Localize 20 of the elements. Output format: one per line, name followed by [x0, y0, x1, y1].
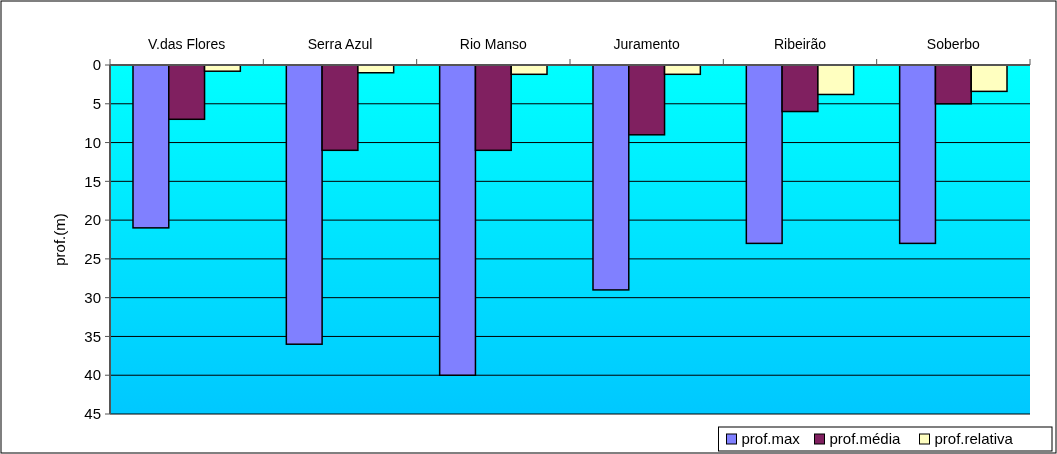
x-tick-label: V.das Flores [148, 36, 226, 52]
y-tick-label: 35 [84, 327, 101, 345]
y-axis-title: prof.(m) [51, 213, 68, 266]
y-tick-label: 5 [92, 95, 101, 113]
x-tick-label: Soberbo [926, 36, 981, 52]
legend-label: prof.relativa [934, 430, 1014, 448]
x-tick-label: Serra Azul [307, 36, 373, 52]
y-tick-label: 30 [84, 288, 101, 306]
y-tick-label: 45 [84, 405, 101, 423]
legend-label: prof.max [741, 430, 801, 448]
x-tick-label: Ribeirão [773, 36, 827, 52]
x-tick-label: Juramento [613, 36, 680, 52]
y-tick-label: 15 [84, 172, 101, 190]
y-tick-label: 25 [84, 250, 101, 268]
y-tick-label: 10 [84, 133, 101, 151]
x-tick-label: Rio Manso [459, 36, 527, 52]
y-tick-label: 0 [92, 56, 101, 74]
y-tick-label: 40 [84, 366, 101, 384]
legend-label: prof.média [829, 430, 902, 448]
y-tick-label: 20 [84, 211, 101, 229]
